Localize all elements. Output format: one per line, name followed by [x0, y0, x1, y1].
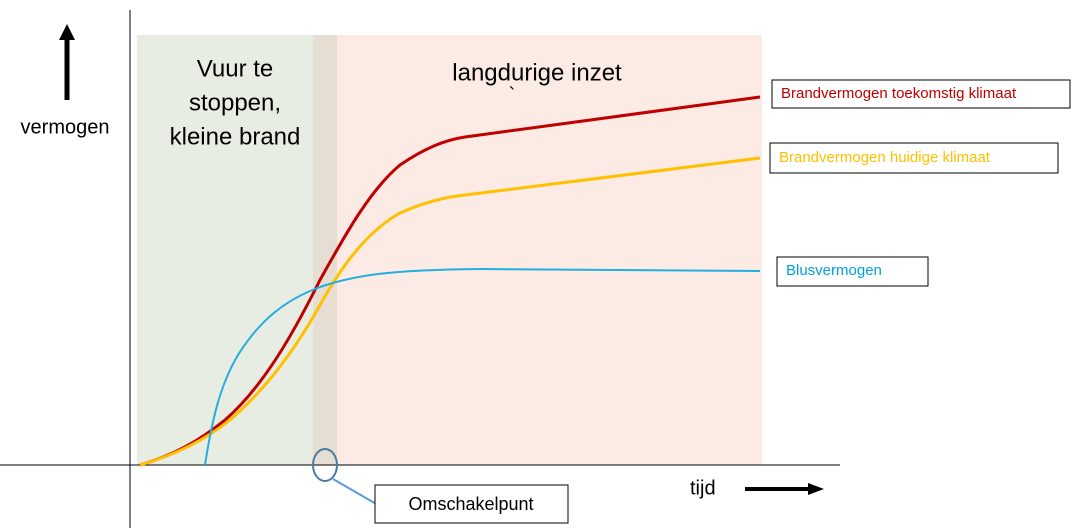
- curve-future: [139, 95, 761, 467]
- curve-extinguish: [204, 267, 761, 466]
- x-axis-label: tijd: [690, 477, 716, 499]
- zone-label: `: [509, 84, 516, 106]
- zone-switch: [313, 35, 337, 465]
- y-axis-label: vermogen: [21, 116, 110, 138]
- legend-label: Brandvermogen huidige klimaat: [779, 149, 991, 166]
- legend-label: Brandvermogen toekomstig klimaat: [781, 85, 1017, 102]
- zone-label: stoppen,: [189, 89, 281, 116]
- curve-current: [139, 156, 761, 467]
- switch-marker: [312, 448, 338, 482]
- x-arrow-head: [808, 483, 824, 495]
- legend-box: [771, 79, 1071, 109]
- zone-early: [137, 35, 313, 465]
- legend-label: Blusvermogen: [786, 262, 882, 279]
- legend-box: [776, 256, 929, 287]
- callout-line: [332, 478, 379, 506]
- zone-label: kleine brand: [170, 123, 301, 150]
- callout-label: Omschakelpunt: [408, 494, 533, 514]
- zone-long: [337, 35, 762, 465]
- zone-label: Vuur te: [197, 55, 274, 82]
- zone-label: langdurige inzet: [452, 59, 622, 86]
- legend-box: [769, 142, 1059, 174]
- callout-box: [374, 484, 569, 524]
- y-arrow-head: [59, 24, 75, 40]
